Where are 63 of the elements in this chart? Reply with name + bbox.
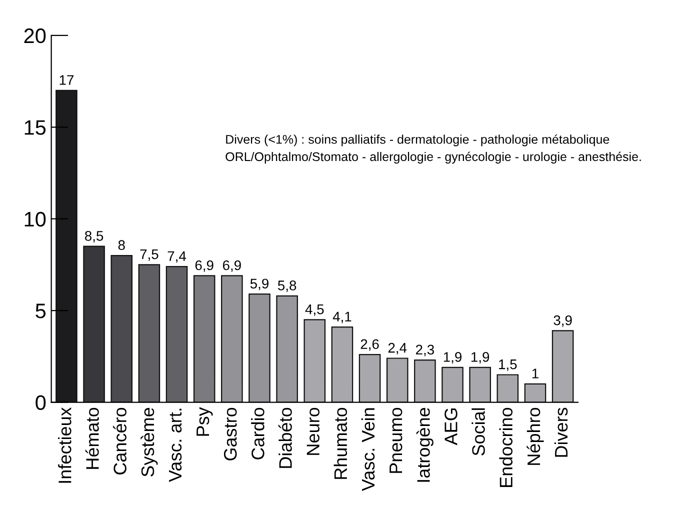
bar <box>166 266 188 402</box>
x-tick-label: Pneumo <box>390 408 402 473</box>
x-tick-label: Vasc. art. <box>169 408 182 482</box>
x-tick-label: Divers <box>554 408 568 457</box>
bar <box>248 293 270 402</box>
x-tick-label: Infectieux <box>58 407 72 483</box>
x-tick-label: Hémato <box>85 408 99 469</box>
bar <box>524 383 546 402</box>
bar <box>138 264 160 402</box>
data-label: 17 <box>60 75 74 85</box>
bar <box>442 366 464 402</box>
x-tick-label: Social <box>472 408 485 456</box>
data-label: 2,3 <box>416 344 434 356</box>
data-label: 2,6 <box>360 339 379 351</box>
bar <box>276 295 298 402</box>
y-tick-label: 10 <box>24 212 46 227</box>
x-tick-label: Cardio <box>251 408 264 460</box>
data-label: 3,9 <box>554 315 572 327</box>
bar <box>304 319 326 402</box>
x-tick-label: Neuro <box>306 408 320 455</box>
data-label: 1,5 <box>499 360 517 371</box>
bar <box>414 360 436 402</box>
bar <box>83 246 105 402</box>
y-tick-label: 5 <box>36 304 46 318</box>
x-tick-label: Cancéro <box>112 408 126 474</box>
x-tick-label: Diabéto <box>278 408 292 468</box>
x-tick-label: AEG <box>444 408 458 446</box>
data-label: 1,9 <box>444 352 462 364</box>
annotation: Divers (<1%) : soins palliatifs - dermatologie - pathologie métabolique ORL/Ophtalmo/Stomato - allergologie - gynécologie - urologie - anesthésie. <box>226 134 641 164</box>
bar <box>56 90 78 402</box>
x-tick-label: Néphro <box>526 408 544 465</box>
data-label: 2,4 <box>388 342 407 354</box>
data-label: 6,9 <box>222 260 241 272</box>
data-label: 6,9 <box>195 260 214 272</box>
y-tick-label: 0 <box>36 395 46 410</box>
data-label: 7,5 <box>140 249 158 261</box>
bar <box>221 275 243 402</box>
data-label: 8 <box>118 240 125 250</box>
data-label: 5,8 <box>278 280 296 292</box>
data-label: 8,5 <box>84 231 104 242</box>
data-label: 4,5 <box>305 304 324 316</box>
bar <box>110 254 133 402</box>
bar <box>358 354 381 402</box>
data-label: 4,1 <box>332 312 352 324</box>
y-tick-label: 15 <box>24 120 46 135</box>
data-label: 1,9 <box>471 352 490 364</box>
data-label: 7,4 <box>168 251 186 263</box>
y-tick-label: 20 <box>24 28 46 44</box>
data-label: 1 <box>532 368 538 378</box>
bar <box>386 358 408 402</box>
bar <box>331 326 354 402</box>
x-tick-label: Endocrino <box>499 408 513 487</box>
data-label: 5,9 <box>250 278 268 290</box>
x-tick-label: Vasc. Vein <box>361 408 375 492</box>
x-tick-label: Système <box>140 408 158 477</box>
x-tick-label: Psy <box>196 407 213 436</box>
bar <box>469 366 491 402</box>
x-tick-label: Gastro <box>224 408 237 460</box>
bar <box>496 374 519 402</box>
bar <box>193 275 216 402</box>
bar <box>552 330 574 402</box>
x-tick-label: Iatrogène <box>416 408 434 482</box>
x-tick-label: Rhumato <box>334 408 348 479</box>
